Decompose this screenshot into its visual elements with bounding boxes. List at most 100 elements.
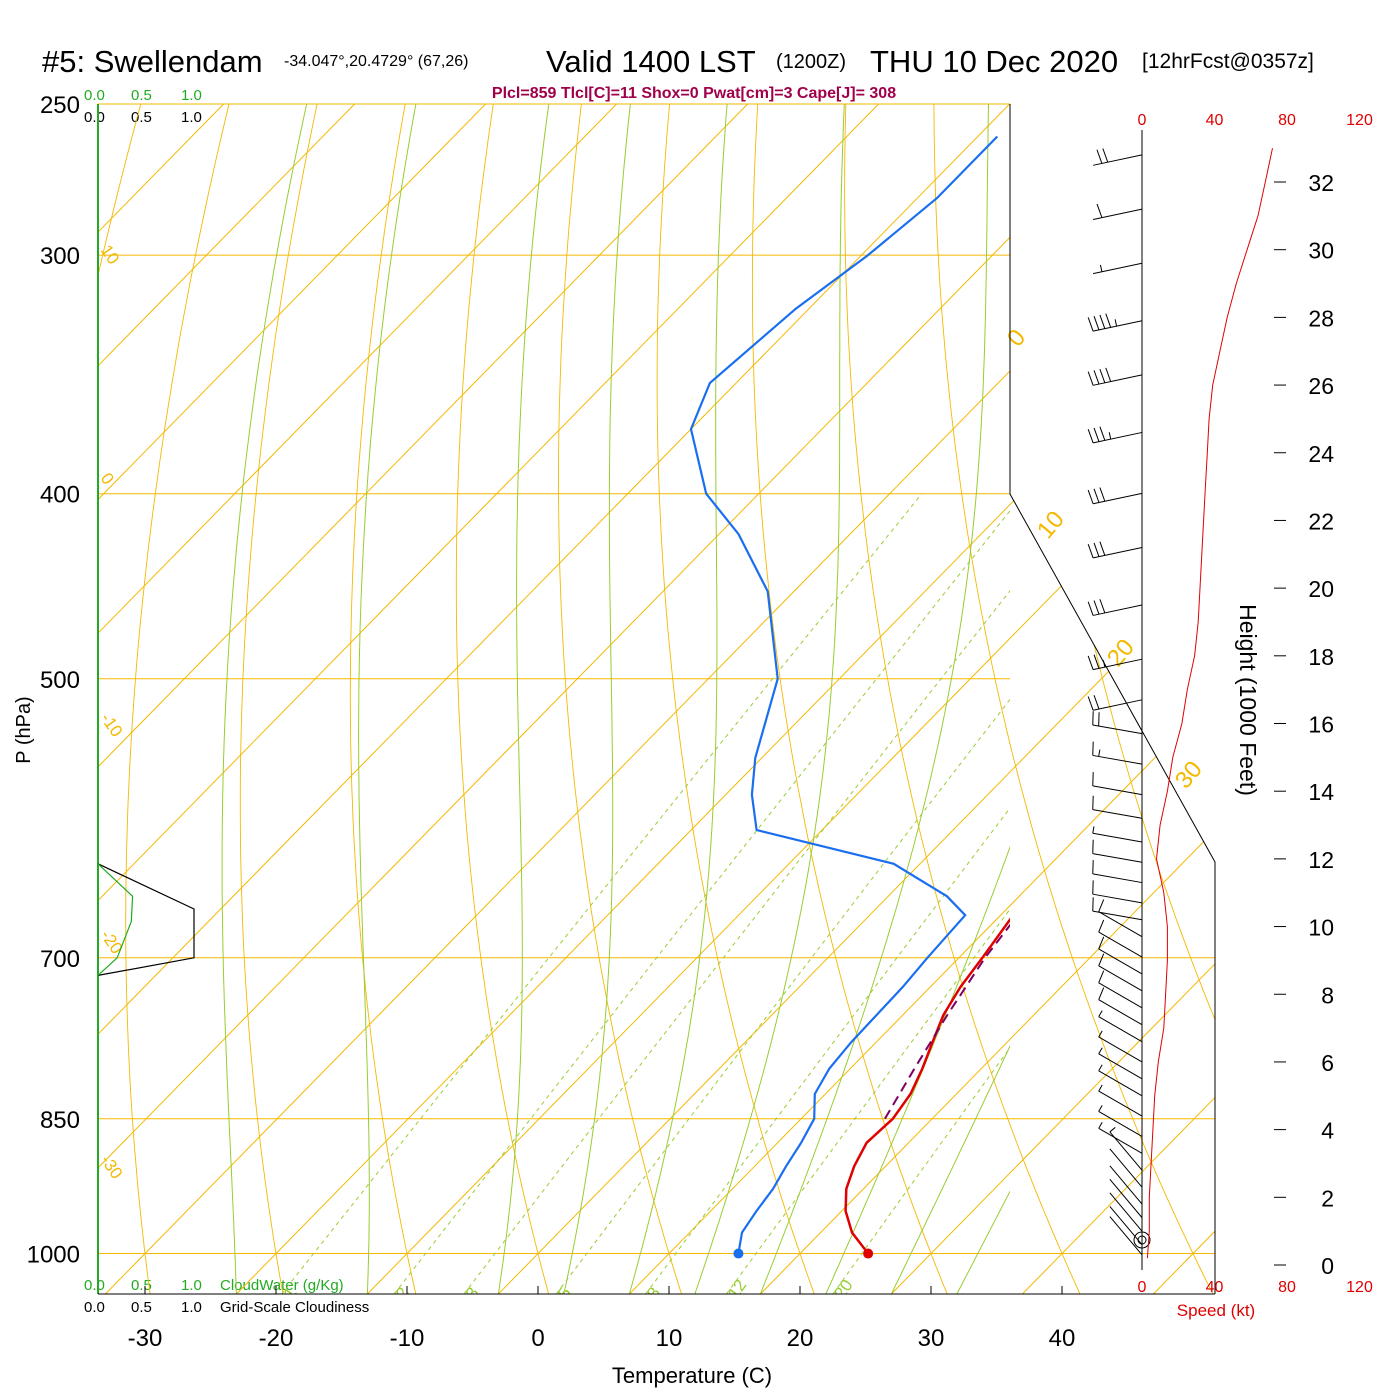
isobar-lines bbox=[98, 103, 1215, 1255]
barb-shaft bbox=[1092, 853, 1143, 863]
mixing-ratio-3 bbox=[463, 590, 1010, 1294]
wind-barb bbox=[1098, 919, 1143, 958]
wind-barbs bbox=[1087, 148, 1151, 1256]
speed-tick-label-bottom: 0 bbox=[1138, 1279, 1147, 1296]
barb-feather bbox=[1096, 149, 1103, 164]
barb-half bbox=[1109, 1127, 1116, 1133]
barb-feather bbox=[1087, 428, 1094, 444]
cloudiness-tick-top-2: 1.0 bbox=[181, 109, 202, 126]
barb-shaft bbox=[1092, 910, 1143, 921]
barb-shaft bbox=[1092, 809, 1143, 819]
wind-barb bbox=[1092, 203, 1143, 220]
wind-barb bbox=[1092, 741, 1143, 765]
moist-adiabat-8 bbox=[890, 1044, 1010, 1294]
barb-shaft bbox=[1092, 262, 1143, 275]
wind-barb bbox=[1109, 1216, 1143, 1256]
speed-tick-label-top: 80 bbox=[1278, 112, 1296, 129]
cloud-fraction-line bbox=[97, 863, 195, 976]
barb-feather bbox=[1093, 316, 1100, 331]
wind-barb bbox=[1092, 880, 1143, 904]
cloudiness-tick-bottom-1: 0.5 bbox=[131, 1299, 152, 1316]
dry-adiabat--10 bbox=[349, 104, 417, 1294]
isotherm--50 bbox=[98, 104, 1010, 1294]
barb-feather bbox=[1099, 599, 1106, 614]
cloud-scale-bottom: 0.0 0.5 1.0 CloudWater (g/Kg) 0.0 0.5 1.… bbox=[84, 1277, 369, 1316]
mixing-ratio-8 bbox=[645, 807, 1010, 1294]
dry-adiabat--20 bbox=[239, 104, 318, 1294]
valid-date: THU 10 Dec 2020 bbox=[870, 44, 1118, 79]
moist-adiabats bbox=[221, 104, 1010, 1294]
isotherm-label-right-3: 30 bbox=[1170, 756, 1208, 794]
isotherm--70 bbox=[98, 104, 748, 1294]
barb-shaft bbox=[1092, 658, 1143, 671]
barb-shaft bbox=[1109, 1148, 1143, 1188]
isotherm--60 bbox=[98, 104, 879, 1294]
barb-shaft bbox=[1098, 1110, 1143, 1137]
pressure-tick-label: 300 bbox=[40, 243, 80, 270]
height-tick-label: 32 bbox=[1308, 170, 1334, 196]
speed-tick-label-top: 120 bbox=[1346, 112, 1373, 129]
moist-adiabat-3 bbox=[563, 104, 631, 1294]
wind-barb bbox=[1087, 426, 1143, 444]
mixing-ratio-label-1: 1 bbox=[280, 1284, 301, 1303]
barb-shaft bbox=[1092, 154, 1143, 166]
temperature-tick-label: -10 bbox=[390, 1325, 425, 1352]
barb-feather bbox=[1105, 313, 1112, 328]
wind-barb bbox=[1098, 1105, 1143, 1137]
moist-adiabat-2 bbox=[497, 104, 550, 1294]
mixing-ratio-1 bbox=[281, 493, 923, 1294]
dry-adiabat-60 bbox=[1021, 104, 1215, 1294]
barb-shaft bbox=[1109, 1165, 1143, 1205]
barb-feather bbox=[1099, 426, 1106, 441]
cloud-profile bbox=[97, 863, 195, 976]
barb-flag bbox=[1093, 272, 1099, 274]
dry-adiabat--30 bbox=[125, 104, 230, 1294]
isotherm-label-left-2: -10 bbox=[97, 709, 127, 740]
isotherm--90 bbox=[98, 104, 486, 1294]
barb-half bbox=[1114, 319, 1118, 327]
wind-barb bbox=[1087, 695, 1143, 711]
height-tick-label: 18 bbox=[1308, 644, 1334, 670]
wind-barb bbox=[1092, 795, 1143, 819]
height-tick-label: 16 bbox=[1308, 712, 1334, 738]
mixing-ratio-5 bbox=[555, 698, 1010, 1294]
mixing-ratio-label-2: 2 bbox=[392, 1284, 413, 1303]
barb-shaft bbox=[1098, 931, 1143, 958]
barb-shaft bbox=[1098, 999, 1143, 1026]
barb-half bbox=[1098, 1084, 1103, 1092]
wind-barb bbox=[1109, 1148, 1143, 1188]
wind-barb bbox=[1092, 772, 1143, 796]
wind-barb bbox=[1109, 1206, 1143, 1246]
isotherm--30 bbox=[105, 104, 1215, 1294]
station-title: #5: Swellendam bbox=[42, 44, 263, 79]
barb-shaft bbox=[1098, 1016, 1143, 1043]
barb-feather bbox=[1098, 919, 1105, 933]
height-tick-label: 28 bbox=[1308, 305, 1334, 331]
wind-barb bbox=[1092, 860, 1143, 884]
barb-shaft bbox=[1098, 1127, 1143, 1154]
barb-feather bbox=[1093, 600, 1100, 615]
speed-axis-label: Speed (kt) bbox=[1177, 1301, 1255, 1320]
temperature-tick-label: 0 bbox=[531, 1325, 544, 1352]
barb-feather bbox=[1105, 367, 1112, 382]
parcel-line bbox=[884, 923, 1010, 1120]
barb-half bbox=[1098, 749, 1101, 757]
isotherm-label-right-0: 0 bbox=[1002, 324, 1031, 352]
speed-tick-label-bottom: 120 bbox=[1346, 1279, 1373, 1296]
station-coords: -34.047°,20.4729° (67,26) bbox=[284, 53, 468, 70]
cloudiness-tick-bottom-2: 1.0 bbox=[181, 1299, 202, 1316]
cloudwater-tick-bottom-1: 0.5 bbox=[131, 1277, 152, 1294]
wind-barb bbox=[1087, 541, 1143, 559]
barb-feather bbox=[1093, 370, 1100, 385]
wind-barb bbox=[1109, 1192, 1143, 1232]
temperature-tick-label: 20 bbox=[787, 1325, 814, 1352]
dry-adiabat-100 bbox=[1375, 104, 1400, 1294]
isotherm-50 bbox=[1153, 104, 1215, 1294]
moist-adiabat-4 bbox=[628, 104, 728, 1294]
temperature-tick-label: -20 bbox=[259, 1325, 294, 1352]
isotherm-label-left-3: -20 bbox=[97, 926, 127, 957]
mixing-ratio-label-3: 3 bbox=[462, 1284, 483, 1303]
wind-barb bbox=[1092, 826, 1143, 843]
barb-half bbox=[1098, 1064, 1103, 1072]
barb-shaft bbox=[1109, 1178, 1143, 1218]
